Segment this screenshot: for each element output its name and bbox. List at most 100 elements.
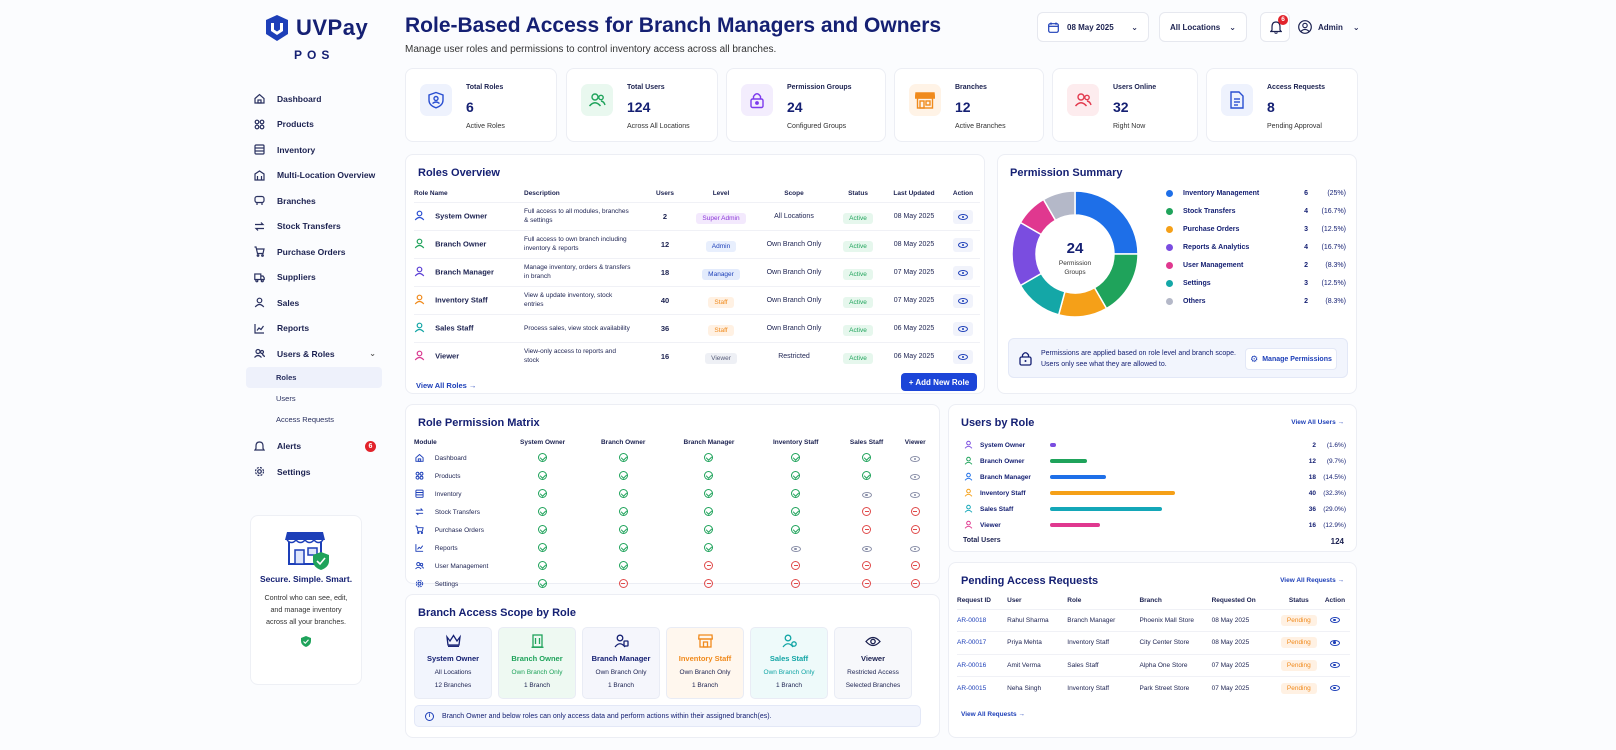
matrix-cell[interactable]: [755, 485, 837, 503]
matrix-cell[interactable]: [583, 557, 663, 575]
scope-card-viewer[interactable]: Viewer Restricted Access Selected Branch…: [834, 627, 912, 699]
sidebar-subitem-roles[interactable]: Roles: [246, 366, 382, 388]
matrix-cell[interactable]: [583, 521, 663, 539]
notifications-button[interactable]: 6: [1260, 12, 1290, 42]
sidebar-item-multi-location-overview[interactable]: Multi-Location Overview: [246, 163, 384, 189]
location-select[interactable]: All Locations ⌄: [1159, 12, 1247, 42]
request-id[interactable]: AR-00015: [957, 684, 987, 692]
view-request-button[interactable]: [1325, 613, 1345, 627]
scope-card-branch-owner[interactable]: Branch Owner Own Branch Only 1 Branch: [498, 627, 576, 699]
matrix-cell[interactable]: [663, 485, 755, 503]
matrix-cell[interactable]: [663, 449, 755, 467]
sidebar-item-alerts[interactable]: Alerts 6: [246, 434, 384, 460]
view-all-requests-link[interactable]: View All Requests →: [1280, 577, 1344, 584]
matrix-cell[interactable]: [583, 485, 663, 503]
matrix-cell[interactable]: [502, 539, 583, 557]
matrix-cell[interactable]: [896, 467, 934, 485]
brand-logo[interactable]: UVPay: [264, 14, 368, 42]
matrix-cell[interactable]: [502, 575, 583, 593]
matrix-cell[interactable]: [755, 539, 837, 557]
add-new-role-button[interactable]: + Add New Role: [901, 373, 977, 391]
matrix-cell[interactable]: [755, 575, 837, 593]
view-all-roles-link[interactable]: View All Roles →: [416, 381, 477, 390]
matrix-cell[interactable]: [896, 557, 934, 575]
matrix-cell[interactable]: [755, 557, 837, 575]
manage-permissions-button[interactable]: ⚙ Manage Permissions: [1245, 348, 1337, 370]
view-request-button[interactable]: [1325, 658, 1345, 672]
matrix-cell[interactable]: [663, 467, 755, 485]
matrix-cell[interactable]: [896, 521, 934, 539]
sidebar-item-branches[interactable]: Branches: [246, 188, 384, 214]
matrix-cell[interactable]: [896, 539, 934, 557]
matrix-cell[interactable]: [502, 467, 583, 485]
view-role-button[interactable]: [953, 266, 973, 280]
view-all-users-link[interactable]: View All Users →: [1291, 419, 1344, 426]
matrix-cell[interactable]: [583, 449, 663, 467]
matrix-cell[interactable]: [837, 467, 897, 485]
matrix-cell[interactable]: [502, 521, 583, 539]
matrix-cell[interactable]: [755, 467, 837, 485]
matrix-cell[interactable]: [502, 485, 583, 503]
sidebar-item-reports[interactable]: Reports: [246, 316, 384, 342]
view-all-requests-footer-link[interactable]: View All Requests →: [961, 711, 1025, 718]
stat-card-total-users[interactable]: Total Users 124 Across All Locations: [566, 68, 718, 142]
view-request-button[interactable]: [1325, 681, 1345, 695]
matrix-cell[interactable]: [837, 539, 897, 557]
sidebar-item-stock-transfers[interactable]: Stock Transfers: [246, 214, 384, 240]
matrix-cell[interactable]: [583, 467, 663, 485]
sidebar-item-sales[interactable]: Sales: [246, 290, 384, 316]
sidebar-subitem-users[interactable]: Users: [246, 388, 384, 409]
matrix-cell[interactable]: [837, 449, 897, 467]
sidebar-item-dashboard[interactable]: Dashboard: [246, 86, 384, 112]
stat-card-permission-groups[interactable]: Permission Groups 24 Configured Groups: [726, 68, 886, 142]
scope-card-sales-staff[interactable]: Sales Staff Own Branch Only 1 Branch: [750, 627, 828, 699]
matrix-cell[interactable]: [502, 503, 583, 521]
matrix-cell[interactable]: [583, 539, 663, 557]
matrix-cell[interactable]: [502, 557, 583, 575]
matrix-cell[interactable]: [896, 449, 934, 467]
matrix-cell[interactable]: [663, 575, 755, 593]
matrix-cell[interactable]: [837, 557, 897, 575]
sidebar-subitem-access-requests[interactable]: Access Requests: [246, 409, 384, 430]
request-id[interactable]: AR-00017: [957, 639, 987, 647]
matrix-cell[interactable]: [502, 449, 583, 467]
matrix-cell[interactable]: [837, 503, 897, 521]
matrix-cell[interactable]: [896, 503, 934, 521]
sidebar-item-settings[interactable]: Settings: [246, 459, 384, 485]
user-menu[interactable]: Admin ⌄: [1298, 12, 1360, 42]
matrix-cell[interactable]: [837, 575, 897, 593]
matrix-cell[interactable]: [663, 557, 755, 575]
matrix-cell[interactable]: [755, 521, 837, 539]
sidebar-item-inventory[interactable]: Inventory: [246, 137, 384, 163]
stat-card-users-online[interactable]: Users Online 32 Right Now: [1052, 68, 1198, 142]
request-id[interactable]: AR-00018: [957, 616, 987, 624]
view-request-button[interactable]: [1325, 636, 1345, 650]
scope-card-system-owner[interactable]: System Owner All Locations 12 Branches: [414, 627, 492, 699]
sidebar-item-suppliers[interactable]: Suppliers: [246, 265, 384, 291]
matrix-cell[interactable]: [755, 503, 837, 521]
matrix-cell[interactable]: [837, 521, 897, 539]
view-role-button[interactable]: [953, 238, 973, 252]
scope-card-inventory-staff[interactable]: Inventory Staff Own Branch Only 1 Branch: [666, 627, 744, 699]
view-role-button[interactable]: [953, 350, 973, 365]
stat-card-total-roles[interactable]: Total Roles 6 Active Roles: [405, 68, 557, 142]
scope-card-branch-manager[interactable]: Branch Manager Own Branch Only 1 Branch: [582, 627, 660, 699]
matrix-cell[interactable]: [837, 485, 897, 503]
matrix-cell[interactable]: [896, 575, 934, 593]
matrix-cell[interactable]: [583, 575, 663, 593]
view-role-button[interactable]: [953, 322, 973, 336]
sidebar-item-products[interactable]: Products: [246, 112, 384, 138]
matrix-cell[interactable]: [755, 449, 837, 467]
view-role-button[interactable]: [953, 210, 973, 224]
request-id[interactable]: AR-00016: [957, 661, 987, 669]
stat-card-branches[interactable]: Branches 12 Active Branches: [894, 68, 1044, 142]
sidebar-item-purchase-orders[interactable]: Purchase Orders: [246, 239, 384, 265]
view-role-button[interactable]: [953, 294, 973, 308]
matrix-cell[interactable]: [663, 539, 755, 557]
matrix-cell[interactable]: [583, 503, 663, 521]
matrix-cell[interactable]: [896, 485, 934, 503]
date-picker[interactable]: 08 May 2025 ⌄: [1037, 12, 1149, 42]
sidebar-item-users-roles[interactable]: Users & Roles ⌄: [246, 341, 384, 367]
matrix-cell[interactable]: [663, 503, 755, 521]
matrix-cell[interactable]: [663, 521, 755, 539]
